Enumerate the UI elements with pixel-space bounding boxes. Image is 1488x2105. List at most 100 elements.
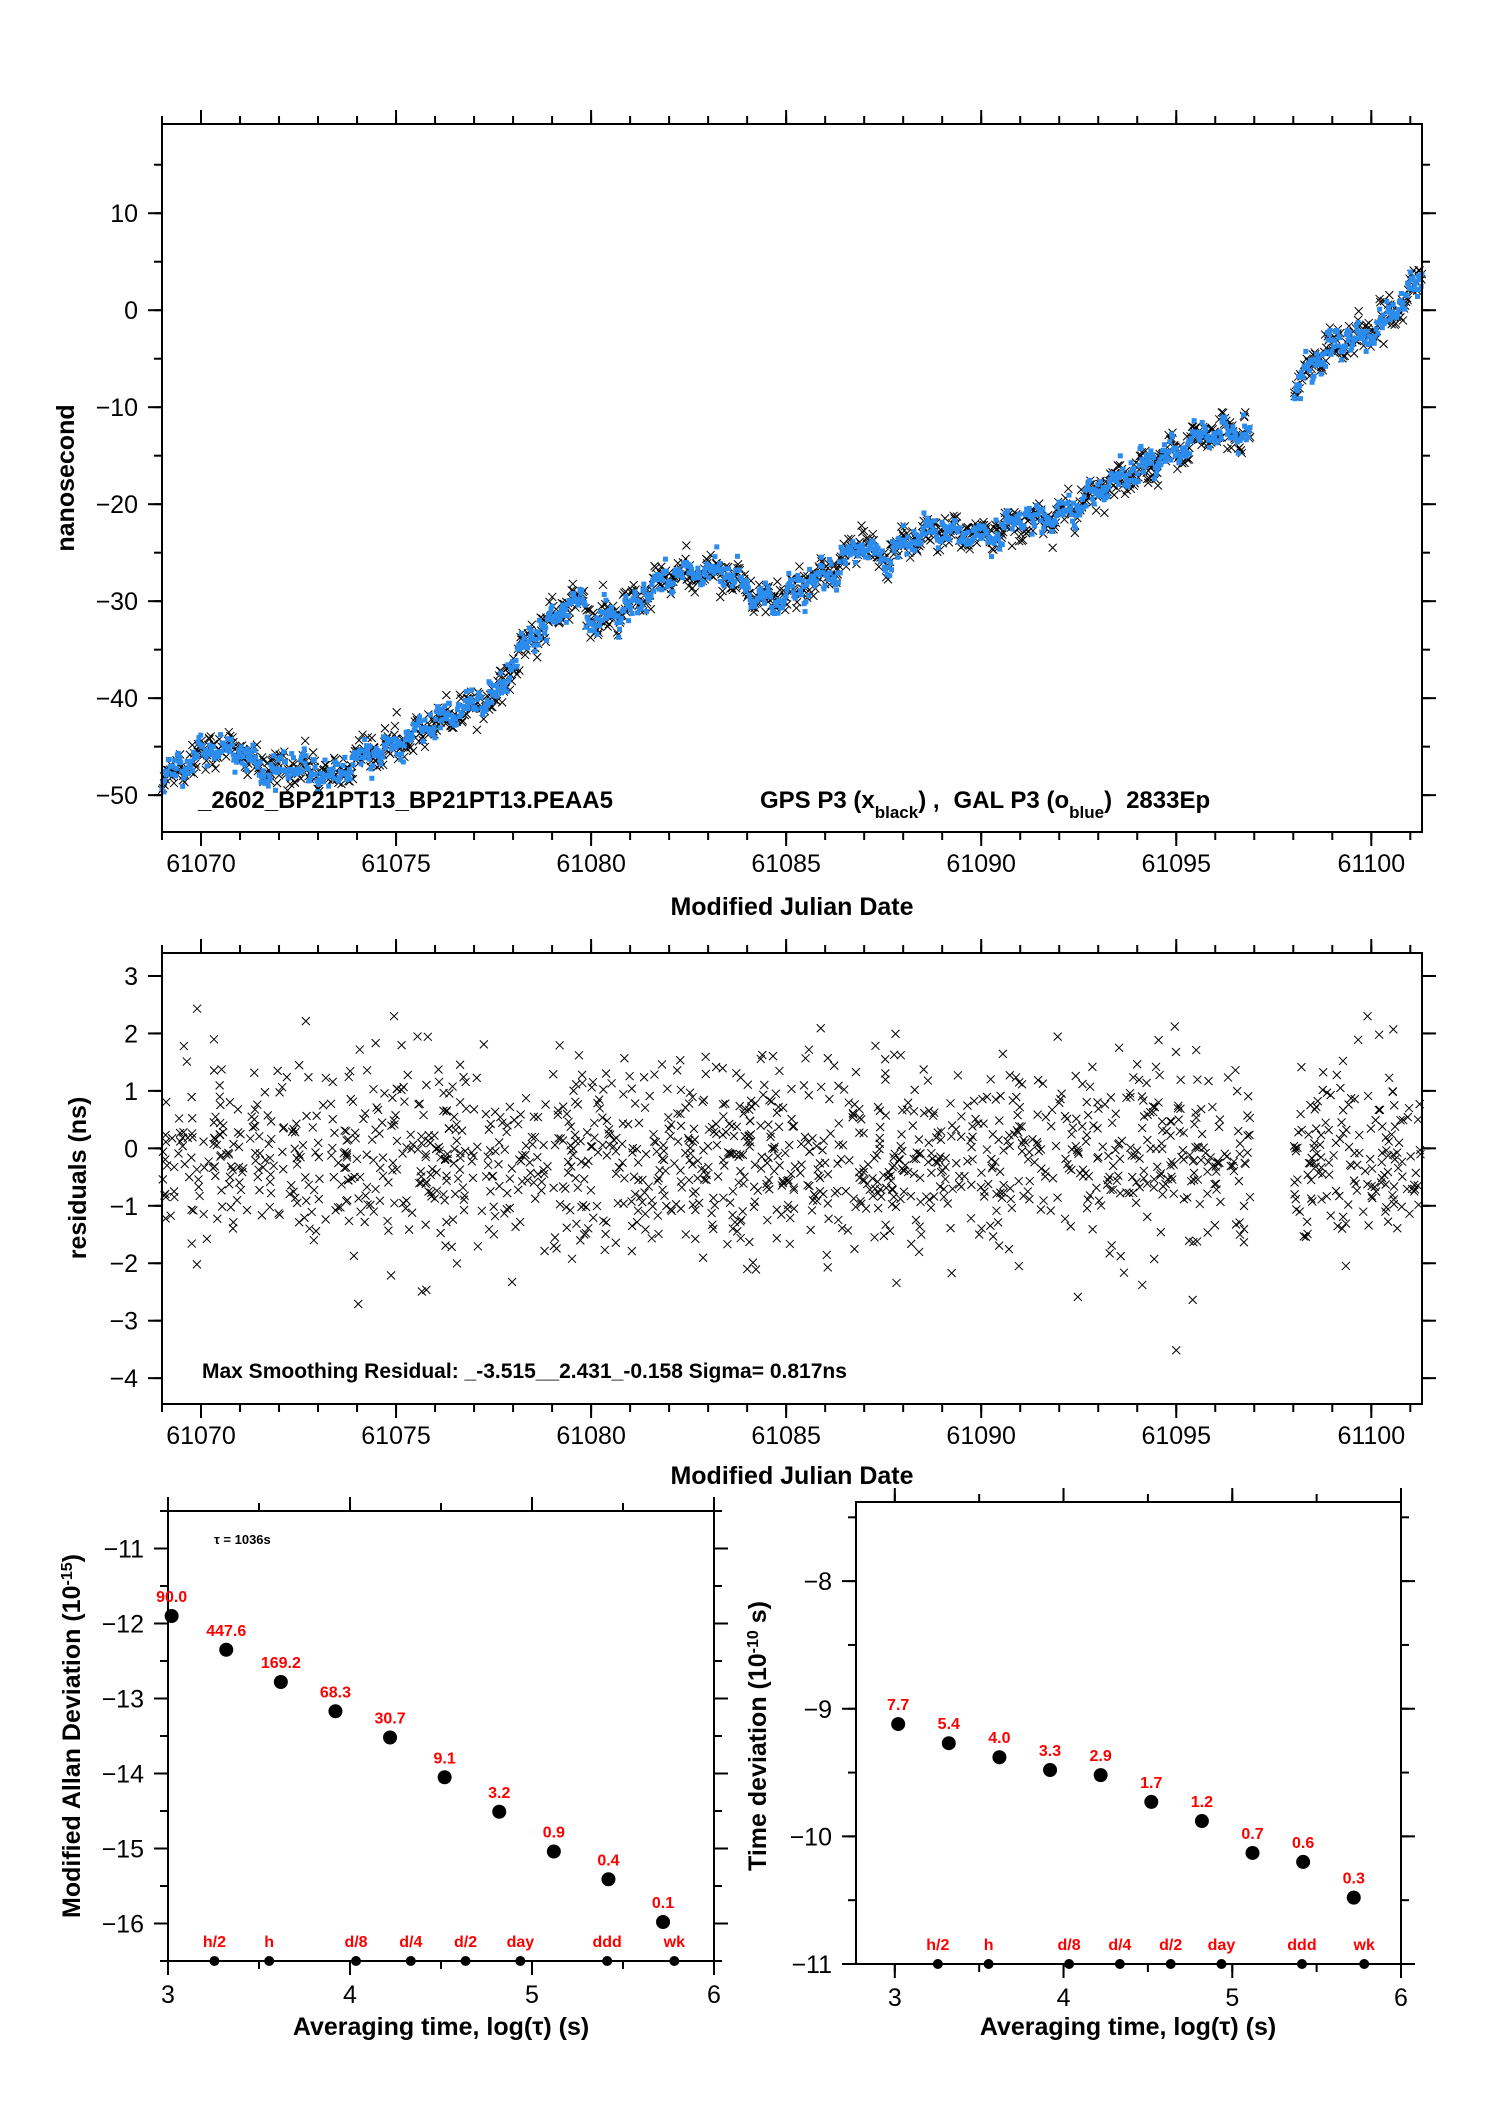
gal-point: [921, 510, 927, 516]
residual-point: [1243, 1148, 1252, 1157]
residual-point: [851, 1202, 861, 1212]
gal-point: [899, 543, 905, 549]
gal-point: [1070, 500, 1076, 506]
residual-point: [604, 1125, 614, 1134]
residual-point: [750, 1160, 760, 1170]
gal-point: [924, 523, 930, 529]
residual-point: [526, 1168, 535, 1178]
gal-point: [790, 589, 796, 595]
gal-point: [490, 692, 496, 698]
gal-point: [1075, 503, 1081, 509]
residual-point: [658, 1185, 667, 1195]
gal-point: [276, 766, 282, 772]
residual-point: [328, 1114, 338, 1124]
residual-point: [1223, 1073, 1233, 1082]
gal-point: [185, 771, 191, 777]
gal-point: [1123, 473, 1129, 479]
x-tick-label: 61080: [556, 1422, 626, 1450]
time-marker-dot: [1165, 1959, 1176, 1969]
residual-point: [834, 1119, 844, 1128]
gal-point: [521, 635, 527, 641]
residual-point: [212, 1140, 222, 1150]
residual-point: [1374, 1105, 1384, 1115]
residual-point: [265, 1153, 275, 1163]
residual-point: [1061, 1154, 1070, 1164]
x-tick-label: 6: [1394, 1984, 1408, 2012]
x-tick-label: 61090: [946, 850, 1016, 878]
gal-point: [1310, 376, 1316, 382]
gal-point: [1035, 512, 1041, 518]
residual-point: [630, 1189, 640, 1199]
residual-point: [703, 1141, 713, 1151]
gal-point: [1182, 445, 1188, 451]
residual-point: [649, 1129, 658, 1139]
time-marker-label: h: [984, 1937, 994, 1954]
residual-point: [1053, 1032, 1063, 1041]
residual-point: [337, 1180, 346, 1189]
residual-point: [914, 1135, 924, 1144]
gal-point: [979, 533, 985, 539]
residual-point: [865, 1185, 875, 1195]
residual-point: [1306, 1159, 1315, 1168]
gal-point: [1292, 396, 1298, 402]
residual-point: [619, 1199, 628, 1209]
gal-point: [436, 710, 442, 716]
time-marker-dot: [405, 1956, 416, 1966]
residual-point: [789, 1121, 799, 1131]
residual-point: [806, 1225, 816, 1235]
residual-point: [590, 1133, 599, 1143]
gal-point: [957, 525, 963, 531]
gal-point: [795, 572, 801, 578]
gal-point: [624, 600, 630, 606]
residual-point: [1192, 1237, 1202, 1246]
time-marker-label: wk: [1353, 1937, 1375, 1954]
gal-point: [836, 559, 842, 565]
residual-point: [719, 1161, 729, 1170]
residual-point: [990, 1157, 1000, 1167]
residual-point: [582, 1128, 592, 1137]
gal-point: [365, 751, 371, 757]
residual-point: [688, 1092, 697, 1102]
residual-point: [367, 1135, 377, 1145]
residual-point: [583, 1223, 593, 1233]
gal-point: [1091, 501, 1097, 507]
gal-point: [289, 751, 295, 757]
residual-point: [704, 1125, 714, 1134]
gal-point: [1219, 419, 1225, 425]
residual-point: [732, 1068, 741, 1078]
residual-point: [1377, 1148, 1387, 1158]
gal-point: [370, 763, 376, 769]
residual-point: [1094, 1196, 1104, 1206]
residual-point: [786, 1169, 796, 1179]
residual-point: [563, 1157, 573, 1167]
gal-point: [882, 567, 888, 573]
gal-point: [205, 751, 211, 757]
residual-point: [539, 1165, 548, 1175]
gal-point: [964, 537, 970, 543]
residual-point: [309, 1235, 319, 1245]
residual-point: [521, 1150, 530, 1160]
residual-point: [440, 1196, 450, 1205]
residual-point: [850, 1244, 859, 1254]
residual-point: [505, 1203, 515, 1213]
residual-point: [812, 1141, 822, 1151]
residual-point: [669, 1159, 679, 1168]
residual-point: [1150, 1102, 1160, 1112]
gal-point: [1404, 293, 1410, 299]
residual-point: [931, 1133, 941, 1142]
residual-point: [1322, 1191, 1332, 1201]
gal-point: [393, 745, 399, 751]
gal-point: [825, 572, 831, 578]
gal-point: [1069, 511, 1075, 517]
gps-point: [1398, 316, 1408, 325]
residual-point: [1363, 1179, 1372, 1189]
residual-point: [653, 1211, 663, 1220]
residuals-axes: 61070 61075 61080 61085 61090 61095 611003210−…: [109, 939, 1436, 1450]
residual-point: [826, 1129, 835, 1138]
residual-point: [161, 1192, 171, 1202]
residual-point: [1409, 1187, 1419, 1196]
gal-point: [209, 746, 215, 752]
residual-point: [662, 1084, 672, 1094]
x-tick-label: 61075: [361, 1422, 431, 1450]
residual-point: [1341, 1219, 1351, 1228]
